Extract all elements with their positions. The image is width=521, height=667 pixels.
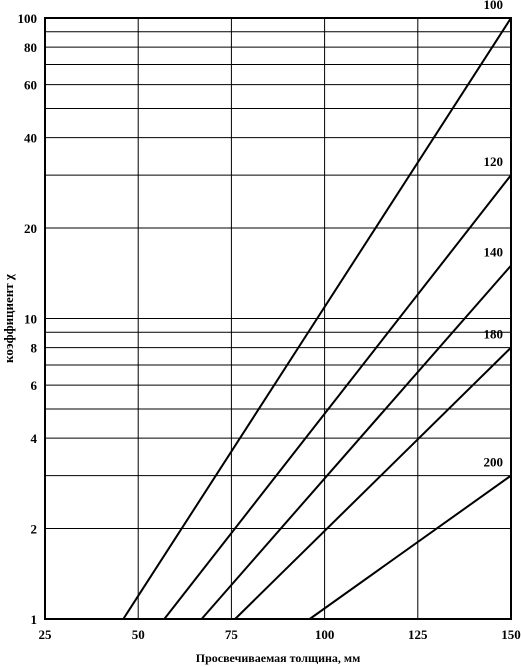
y-tick-label: 40 <box>24 131 37 146</box>
series-lines <box>122 17 512 620</box>
y-tick-label: 1 <box>31 612 38 627</box>
series-label-200: 200 <box>484 455 504 470</box>
y-axis-title: коэффициент χ <box>1 273 16 363</box>
grid <box>44 17 512 620</box>
tick-labels: 25 50 75 100 125 150 1 2 4 6 8 10 20 40 60 80 100 <box>18 11 521 642</box>
x-axis-title: Просвечиваемая толщина, мм <box>196 651 361 665</box>
series-label-100: 100 <box>484 0 504 12</box>
series-line-120 <box>163 174 512 620</box>
y-tick-label: 100 <box>18 11 38 26</box>
series-line-180 <box>234 346 512 620</box>
series-labels: 100 120 140 180 200 <box>484 0 504 470</box>
y-tick-label: 2 <box>31 522 38 537</box>
x-tick-label: 125 <box>408 627 428 642</box>
plot-frame <box>44 17 512 620</box>
y-tick-label: 80 <box>24 40 37 55</box>
series-line-140 <box>200 264 512 620</box>
x-tick-label: 25 <box>39 627 53 642</box>
x-tick-label: 150 <box>501 627 521 642</box>
series-label-120: 120 <box>484 154 504 169</box>
x-tick-label: 100 <box>315 627 335 642</box>
y-tick-label: 20 <box>24 221 37 236</box>
series-label-140: 140 <box>484 245 504 260</box>
series-line-200 <box>309 474 512 620</box>
y-tick-label: 8 <box>31 341 38 356</box>
y-tick-label: 60 <box>24 78 37 93</box>
y-tick-label: 6 <box>31 378 38 393</box>
y-tick-label: 4 <box>31 431 38 446</box>
x-tick-label: 50 <box>132 627 145 642</box>
x-tick-label: 75 <box>225 627 239 642</box>
series-label-180: 180 <box>484 327 504 342</box>
y-tick-label: 10 <box>24 312 37 327</box>
series-line-100 <box>122 17 512 620</box>
